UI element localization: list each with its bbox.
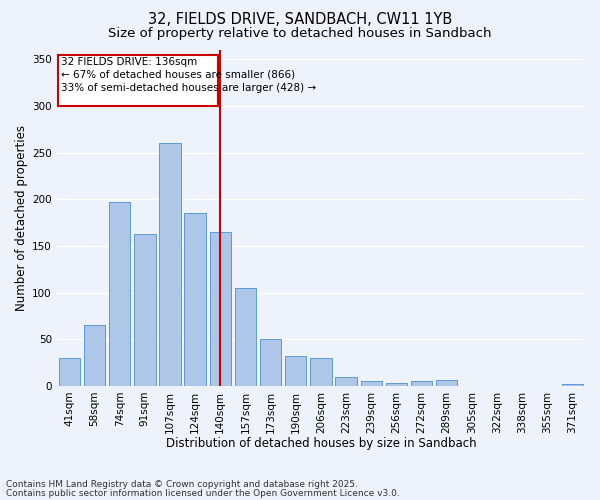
Bar bbox=[386, 383, 407, 386]
FancyBboxPatch shape bbox=[58, 54, 218, 106]
Bar bbox=[235, 288, 256, 386]
Bar bbox=[84, 325, 105, 386]
Bar bbox=[335, 376, 357, 386]
Bar bbox=[184, 214, 206, 386]
Bar bbox=[310, 358, 332, 386]
Text: Size of property relative to detached houses in Sandbach: Size of property relative to detached ho… bbox=[108, 28, 492, 40]
Text: Contains HM Land Registry data © Crown copyright and database right 2025.: Contains HM Land Registry data © Crown c… bbox=[6, 480, 358, 489]
Text: 32, FIELDS DRIVE, SANDBACH, CW11 1YB: 32, FIELDS DRIVE, SANDBACH, CW11 1YB bbox=[148, 12, 452, 28]
Text: Contains public sector information licensed under the Open Government Licence v3: Contains public sector information licen… bbox=[6, 488, 400, 498]
Y-axis label: Number of detached properties: Number of detached properties bbox=[15, 125, 28, 311]
Bar bbox=[159, 144, 181, 386]
Bar bbox=[562, 384, 583, 386]
Bar bbox=[411, 381, 432, 386]
Bar bbox=[436, 380, 457, 386]
Bar bbox=[59, 358, 80, 386]
Bar bbox=[209, 232, 231, 386]
X-axis label: Distribution of detached houses by size in Sandbach: Distribution of detached houses by size … bbox=[166, 437, 476, 450]
Bar bbox=[260, 339, 281, 386]
Bar bbox=[361, 381, 382, 386]
Text: 32 FIELDS DRIVE: 136sqm
← 67% of detached houses are smaller (866)
33% of semi-d: 32 FIELDS DRIVE: 136sqm ← 67% of detache… bbox=[61, 56, 316, 93]
Bar bbox=[134, 234, 155, 386]
Bar bbox=[109, 202, 130, 386]
Bar bbox=[285, 356, 307, 386]
